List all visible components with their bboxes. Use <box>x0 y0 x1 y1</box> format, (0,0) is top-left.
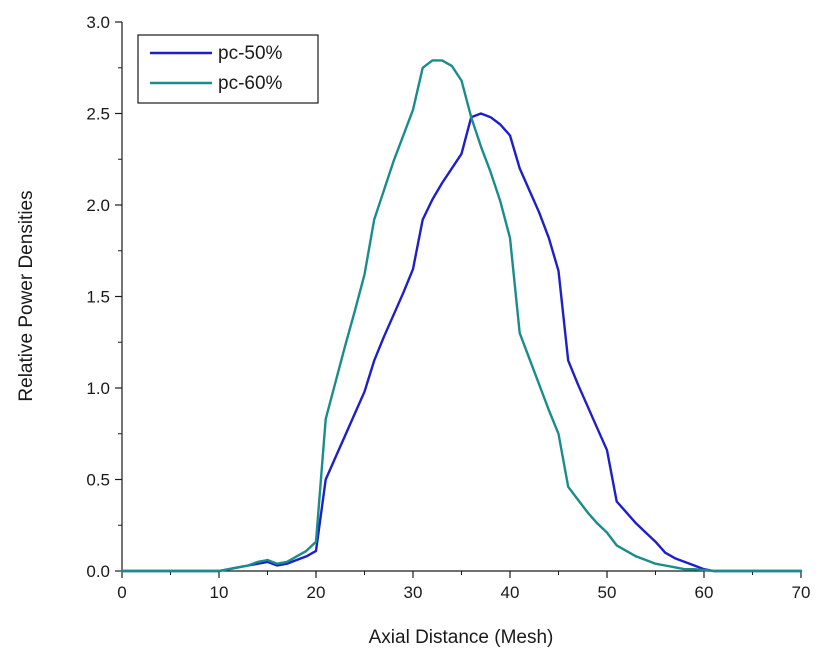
x-axis-title: Axial Distance (Mesh) <box>369 627 554 648</box>
x-tick-label: 10 <box>210 583 229 602</box>
series-layer <box>120 59 803 573</box>
legend-box <box>137 34 319 104</box>
series-line-2 <box>120 59 803 573</box>
y-tick-label: 1.5 <box>86 288 110 307</box>
legend: pc-50% pc-60% <box>137 34 319 104</box>
x-tick-label: 60 <box>695 583 714 602</box>
y-tick-label: 1.0 <box>86 379 110 398</box>
legend-label-1: pc-50% <box>218 43 283 64</box>
series-line-1 <box>120 112 803 573</box>
x-tick-label: 30 <box>404 583 423 602</box>
y-tick-label: 2.0 <box>86 196 110 215</box>
x-tick-label: 40 <box>501 583 520 602</box>
x-tick-label: 50 <box>598 583 617 602</box>
x-tick-label: 70 <box>792 583 811 602</box>
y-tick-label: 0.0 <box>86 562 110 581</box>
legend-label-2: pc-60% <box>218 73 283 94</box>
y-tick-label: 0.5 <box>86 471 110 490</box>
y-tick-label: 2.5 <box>86 105 110 124</box>
x-tick-label: 0 <box>117 583 126 602</box>
axes-layer: 0 10 20 30 40 50 60 70 0.0 0.5 1.0 1.5 2.0 2.5 3.0 <box>86 13 810 602</box>
y-tick-label: 3.0 <box>86 13 110 32</box>
x-tick-label: 20 <box>307 583 326 602</box>
y-axis-title: Relative Power Densities <box>16 190 37 401</box>
